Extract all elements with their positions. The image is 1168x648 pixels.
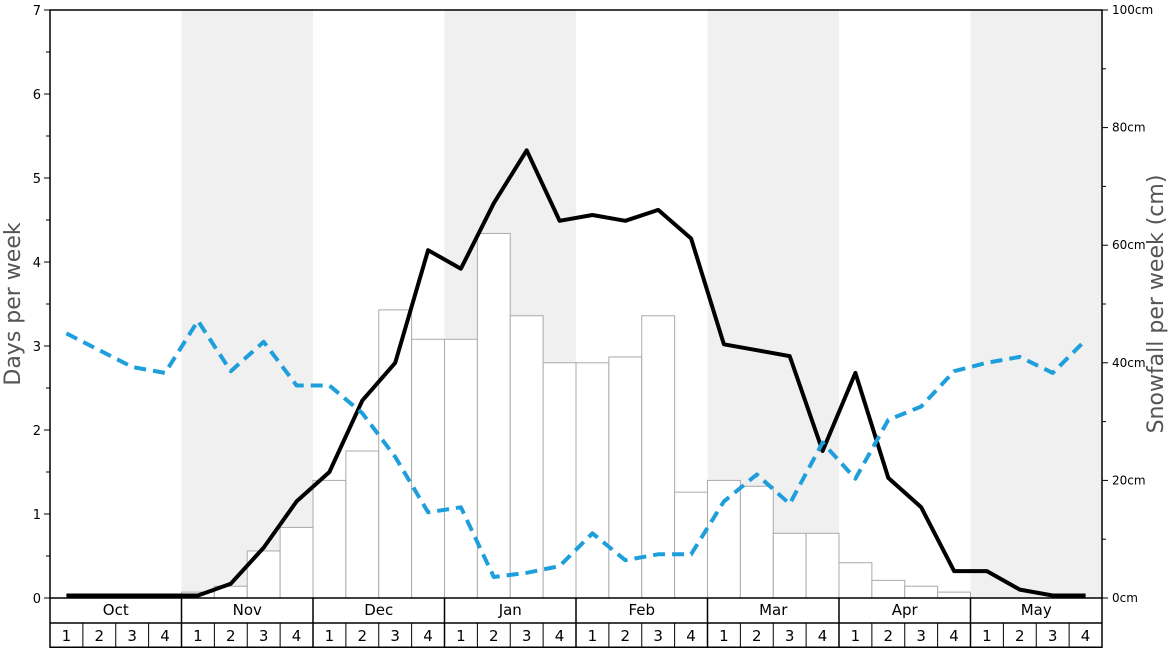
week-label: 1: [62, 627, 72, 645]
y-tick-label-left: 3: [33, 340, 41, 355]
snowfall-bar: [805, 532, 840, 599]
month-label-jan: Jan: [498, 601, 522, 619]
solid-series-line: [66, 148, 1086, 598]
week-label: 3: [1048, 627, 1058, 645]
snowfall-bar: [542, 362, 577, 599]
week-label: 3: [916, 627, 926, 645]
month-label-may: May: [1021, 601, 1052, 619]
month-label-oct: Oct: [103, 601, 129, 619]
snowfall-bar: [641, 315, 676, 599]
y-tick-label-left: 1: [33, 508, 41, 523]
y-axis-title-left: Days per week: [1, 222, 26, 385]
month-label-mar: Mar: [759, 601, 788, 619]
month-label-dec: Dec: [364, 601, 393, 619]
snowfall-bar: [937, 591, 971, 599]
week-label: 3: [127, 627, 137, 645]
y-tick-label-right: 60cm: [1112, 238, 1146, 252]
y-tick-label-right: 100cm: [1112, 3, 1153, 17]
week-label: 1: [588, 627, 598, 645]
y-axis-title-right: Snowfall per week (cm): [1144, 175, 1168, 434]
y-tick-label-left: 5: [33, 172, 41, 187]
week-label: 4: [686, 627, 696, 645]
week-label: 3: [522, 627, 532, 645]
week-label: 2: [226, 627, 236, 645]
week-label: 2: [358, 627, 368, 645]
y-tick-label-right: 0cm: [1112, 591, 1138, 605]
snowfall-bar: [871, 579, 906, 599]
month-label-nov: Nov: [233, 601, 262, 619]
week-label: 4: [949, 627, 959, 645]
month-label-feb: Feb: [628, 601, 655, 619]
snowfall-bar: [772, 532, 807, 599]
snowfall-bar: [838, 562, 873, 599]
week-label: 4: [423, 627, 433, 645]
snowfall-bar: [312, 479, 347, 599]
snowfall-bar: [444, 338, 478, 599]
week-label: 4: [555, 627, 565, 645]
snowfall-bar: [345, 450, 380, 599]
y-tick-label-left: 2: [33, 424, 41, 439]
snowfall-bar: [509, 315, 544, 599]
y-tick-label-left: 6: [33, 88, 41, 103]
lines-layer: [65, 148, 1088, 598]
month-label-apr: Apr: [892, 601, 919, 619]
week-label: 4: [160, 627, 170, 645]
week-label: 3: [259, 627, 269, 645]
labels-layer: Days per week Snowfall per week (cm) 0 1 2…: [1, 3, 1168, 645]
week-label: 4: [1081, 627, 1091, 645]
axes-layer: [44, 9, 1108, 648]
snowfall-bar: [707, 479, 741, 599]
snowfall-bars-layer: [181, 232, 971, 599]
snowfall-bar: [904, 585, 939, 599]
y-tick-label-right: 40cm: [1112, 356, 1146, 370]
week-label: 2: [1015, 627, 1025, 645]
y-tick-label-left: 7: [33, 4, 41, 19]
week-label: 2: [884, 627, 894, 645]
y-tick-label-left: 4: [33, 256, 41, 271]
week-label: 1: [325, 627, 335, 645]
snowfall-bar: [674, 491, 708, 599]
snowfall-bar: [279, 526, 314, 599]
y-tick-label-right: 20cm: [1112, 473, 1146, 487]
month-shade-may: [970, 10, 1102, 598]
week-label: 1: [193, 627, 203, 645]
y-tick-label-right: 80cm: [1112, 121, 1146, 135]
week-label: 2: [752, 627, 762, 645]
week-label: 4: [818, 627, 828, 645]
week-label: 1: [982, 627, 992, 645]
week-label: 3: [653, 627, 663, 645]
week-label: 2: [489, 627, 499, 645]
dashed-series-line: [65, 318, 1088, 579]
week-label: 4: [292, 627, 302, 645]
snowfall-bar: [411, 338, 445, 599]
week-label: 2: [95, 627, 105, 645]
week-label: 2: [621, 627, 631, 645]
week-label: 3: [785, 627, 795, 645]
week-label: 1: [719, 627, 729, 645]
month-shade-nov: [181, 10, 313, 598]
week-label: 1: [456, 627, 466, 645]
snowfall-bar: [575, 362, 610, 599]
snowfall-bar: [476, 232, 511, 599]
week-label: 3: [390, 627, 400, 645]
week-label: 1: [851, 627, 861, 645]
y-tick-label-left: 0: [33, 592, 41, 607]
snowfall-bar: [739, 485, 774, 599]
